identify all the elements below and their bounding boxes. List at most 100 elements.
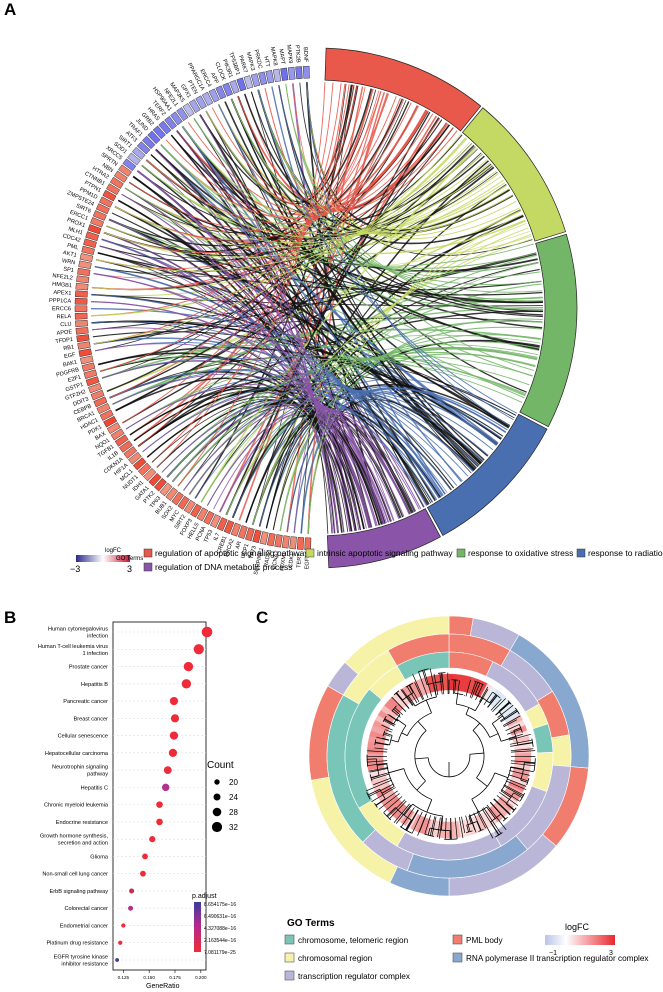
dendrogram-leaf xyxy=(510,750,536,753)
dendrogram-leaf xyxy=(454,817,458,839)
dendrogram-leaf xyxy=(424,815,431,835)
gene-block xyxy=(75,319,88,328)
chord-link xyxy=(252,334,541,525)
legend-logfc-min: −3 xyxy=(70,564,80,574)
dendrogram-stem xyxy=(396,718,407,726)
chord-link xyxy=(125,357,527,430)
dot-category-label: Hepatitis B xyxy=(81,682,108,688)
legend-term-swatch xyxy=(456,548,466,558)
dendrogram-leaf xyxy=(367,760,388,763)
go-legend-label: RNA polymerase II transcription regulato… xyxy=(466,954,648,963)
gene-block xyxy=(90,217,105,228)
chord-link xyxy=(200,346,538,503)
dot-point xyxy=(170,714,180,723)
go-legend-swatch xyxy=(284,952,295,963)
chord-link xyxy=(99,87,366,372)
chord-arc-3 xyxy=(519,233,578,428)
gene-block xyxy=(208,88,220,103)
dendrogram-leaf xyxy=(393,803,410,823)
dendrogram-leaf xyxy=(510,762,535,767)
dendrogram-leaf xyxy=(505,724,520,731)
legend-term-label: regulation of DNA metabolic process xyxy=(155,562,293,572)
go-ring-segment xyxy=(551,734,572,767)
dot-xtick-label: 0.200 xyxy=(195,975,207,980)
chord-link xyxy=(306,82,511,427)
chord-link xyxy=(114,159,488,249)
gene-block xyxy=(272,68,282,83)
dendrogram-leaf xyxy=(378,793,400,810)
dot-point xyxy=(169,696,179,706)
legend-logfc-gradient xyxy=(76,555,130,562)
chord-link xyxy=(181,125,444,496)
dendrogram-stem xyxy=(513,727,521,731)
chord-link xyxy=(114,205,479,468)
gene-block xyxy=(158,120,172,135)
dendrogram-stem xyxy=(416,780,426,791)
dendrogram-leaf xyxy=(457,680,460,695)
legend-term-swatch xyxy=(143,562,153,572)
gene-label: MAPK9 xyxy=(285,44,293,64)
dendrogram-leaf xyxy=(506,728,522,735)
dendrogram-leaf xyxy=(381,724,393,731)
dendrogram-stem xyxy=(425,699,432,714)
chord-arc-2 xyxy=(461,107,566,242)
dendrogram-leaf xyxy=(391,696,407,712)
chord-link xyxy=(278,85,514,421)
dendrogram-leaf xyxy=(479,686,489,703)
dendrogram-stem xyxy=(427,827,431,836)
dendrogram-stem xyxy=(524,762,536,764)
gene-label: NBN xyxy=(101,163,114,175)
chord-link xyxy=(117,199,343,533)
dendrogram-leaf xyxy=(465,679,471,697)
gene-block xyxy=(127,152,141,166)
gene-block xyxy=(203,510,215,525)
dendrogram-leaf xyxy=(459,817,464,839)
chord-link xyxy=(155,148,543,304)
dot-point xyxy=(183,661,194,672)
dendrogram-stem xyxy=(472,723,480,731)
gene-block xyxy=(76,275,90,284)
chord-link xyxy=(92,327,384,525)
gene-block xyxy=(190,503,202,518)
gene-block xyxy=(188,99,201,114)
legend-term-label: regulation of apoptotic signaling pathwa… xyxy=(155,548,309,558)
chord-link xyxy=(103,153,483,258)
chord-arc-5 xyxy=(326,508,441,569)
chord-link xyxy=(252,227,529,525)
gene-label: RAD51 xyxy=(263,549,272,568)
chord-link xyxy=(156,82,334,468)
dendrogram-branch xyxy=(366,792,371,800)
gene-block xyxy=(244,527,255,542)
chord-link xyxy=(103,232,370,529)
gene-label: EGF xyxy=(64,352,77,360)
dendrogram-branch xyxy=(383,812,392,821)
dendrogram-stem xyxy=(388,768,404,774)
dendrogram xyxy=(365,668,536,840)
dendrogram-stem xyxy=(476,777,488,787)
dot-category-label: Chronic myeloid leukemia xyxy=(44,803,109,809)
gene-block xyxy=(229,79,240,94)
dendrogram-branch xyxy=(382,730,386,737)
padjust-legend-label: 6.490631e−16 xyxy=(204,914,236,920)
chord-link xyxy=(109,144,475,399)
dendrogram-leaf xyxy=(483,691,493,705)
dot-category-label: Human T-cell leukemia virus 1 infection xyxy=(38,644,108,657)
gene-block xyxy=(147,130,161,145)
dendrogram-leaf xyxy=(476,811,486,829)
dot-point xyxy=(115,958,120,962)
padjust-legend-label: 7.081179e−25 xyxy=(204,950,236,956)
gene-block xyxy=(223,520,235,534)
chord-link xyxy=(94,343,389,523)
dot-category-label: Hepatitis C xyxy=(81,785,108,791)
dendrogram-leaf xyxy=(441,672,445,695)
chord-link xyxy=(93,273,373,528)
gene-block xyxy=(122,158,137,172)
chord-link xyxy=(187,117,441,215)
gene-label: TP53 xyxy=(203,529,214,544)
dendrogram-stem xyxy=(505,803,515,811)
gene-block xyxy=(183,499,196,514)
dendrogram-stem xyxy=(401,732,408,737)
gene-block xyxy=(88,383,102,394)
gene-block xyxy=(136,141,151,155)
dot-category-label: EGFR tyrosine kinase inhibitor resistance xyxy=(54,955,108,968)
